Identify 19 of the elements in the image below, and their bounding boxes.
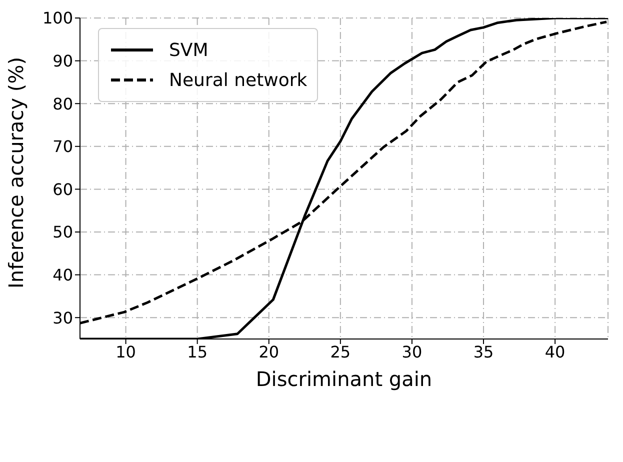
x-tick-label: 10 xyxy=(116,342,136,362)
y-tick-label: 40 xyxy=(52,265,73,284)
y-tick-label: 80 xyxy=(52,94,73,114)
x-tick-label: 15 xyxy=(187,342,208,362)
y-tick-label: 100 xyxy=(42,8,73,28)
y-tick-label: 30 xyxy=(52,308,73,328)
x-tick-label: 30 xyxy=(402,342,422,362)
legend-label: Neural network xyxy=(169,70,308,90)
x-tick-label: 25 xyxy=(330,342,351,362)
legend-label: SVM xyxy=(169,40,208,60)
y-axis-title: Inference accuracy (%) xyxy=(4,56,28,288)
x-tick-label: 35 xyxy=(473,342,494,362)
y-tick-label: 90 xyxy=(52,51,73,70)
y-tick-label: 50 xyxy=(52,222,73,242)
y-tick-label: 70 xyxy=(52,137,73,156)
y-tick-label: 60 xyxy=(52,180,73,199)
x-tick-label: 40 xyxy=(544,342,566,362)
x-tick-label: 20 xyxy=(258,342,280,362)
x-axis-title: Discriminant gain xyxy=(256,367,432,391)
